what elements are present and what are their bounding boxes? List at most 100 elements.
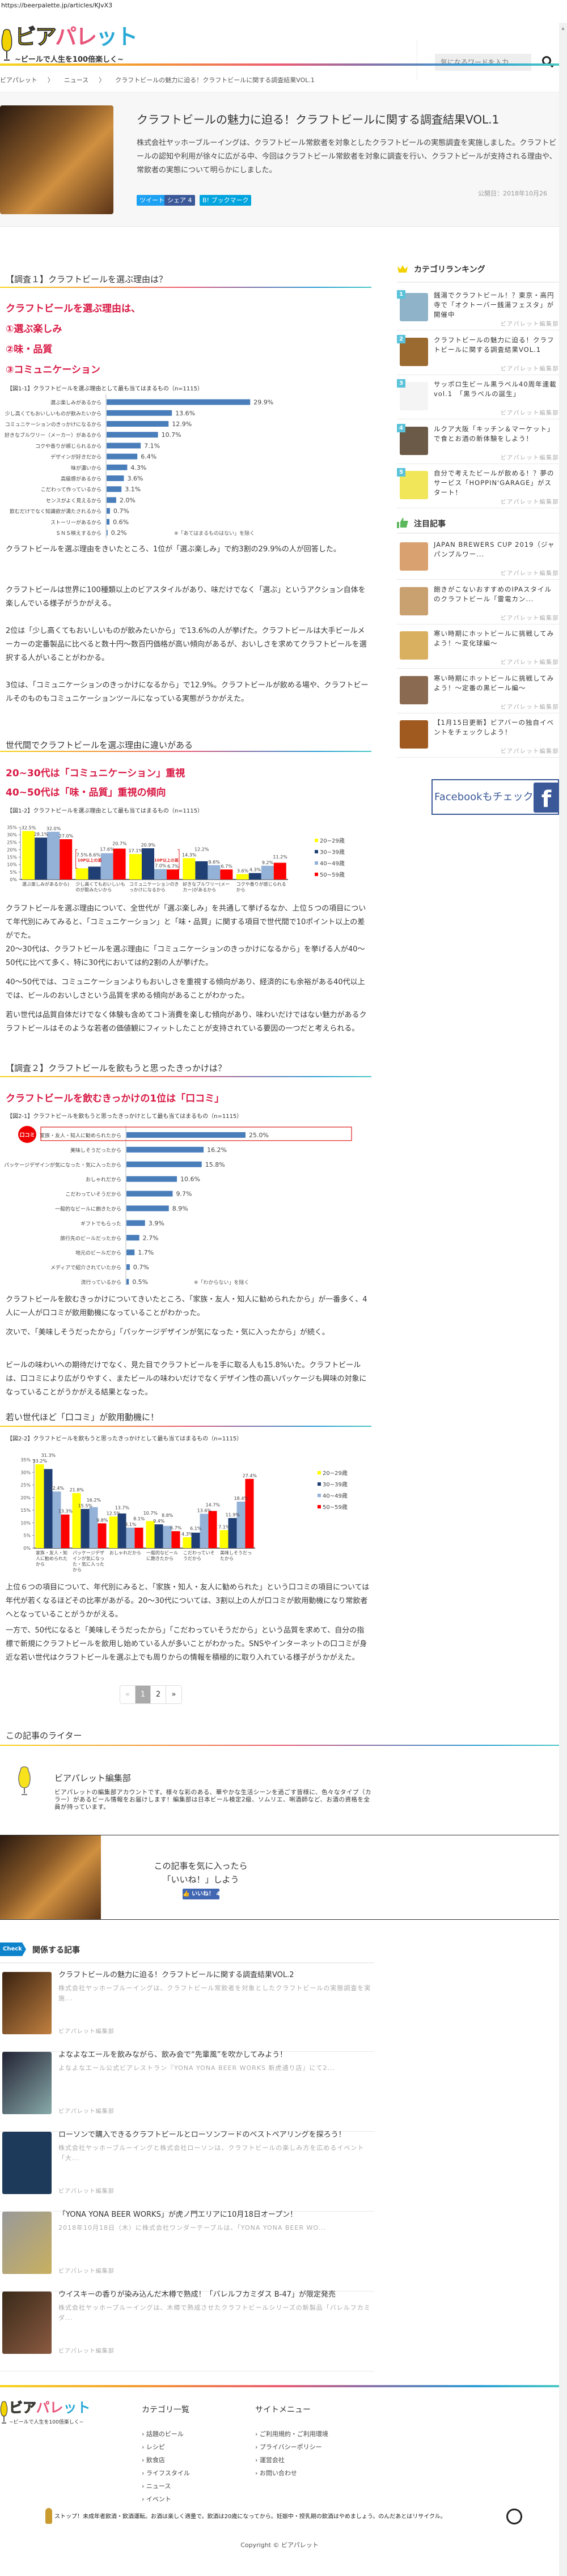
footer-logo[interactable]: ビアパレット ~ビールで人生を100倍楽しく~ (0, 2399, 113, 2428)
article-title-link[interactable]: 寒い時期にホットビールに挑戦してみよう！～定番の黒ビール編～ (434, 674, 555, 692)
featured-item[interactable]: 【1月15日更新】ビアバーの独自イベントをチェックしよう！ ビアパレット編集部 (397, 713, 559, 758)
article-title-link[interactable]: ルクア大阪「キッチン＆マーケット」で食とお酒の新体験をしよう！ (434, 424, 555, 443)
bar-value-label: 22.4% (50, 1486, 65, 1491)
heading-underline (0, 1426, 371, 1427)
bar-value-label: 12.5% (107, 1511, 121, 1516)
hatena-bookmark-button[interactable]: B! ブックマーク (200, 195, 252, 206)
search-input[interactable] (435, 54, 531, 71)
ranking-item[interactable]: 2 クラフトビールの魅力に迫る！クラフトビールに関する調査結果VOL.1 ビアパレッ… (397, 331, 559, 375)
footer-link[interactable]: › 運営会社 (255, 2456, 285, 2464)
article-title-link[interactable]: 銭湯でクラフトビール！？東京・高円寺で「オクトーバー銭湯フェスタ」が開催中 (434, 291, 555, 318)
related-article-title[interactable]: ローソンで購入できるクラフトビールとローソンフードのベストペアリングを探ろう！ 株… (58, 2129, 373, 2163)
related-article-title[interactable]: ウイスキーの香りが染み込んだ木樽で熟成！「バレルフカミダス B-47」が限定発売… (58, 2289, 373, 2323)
breadcrumb-home[interactable]: ビアパレット (0, 76, 37, 84)
related-article[interactable]: ウイスキーの香りが染み込んだ木樽で熟成！「バレルフカミダス B-47」が限定発売… (0, 2289, 374, 2371)
bar (117, 1513, 126, 1548)
article-title-link[interactable]: 自分で考えたビールが飲める！？夢のサービス「HOPPIN'GARAGE」がスター… (434, 469, 555, 496)
article-thumbnail[interactable] (400, 631, 428, 660)
article-thumbnail[interactable] (400, 720, 428, 749)
footer-link[interactable]: › プライバシーポリシー (255, 2443, 322, 2451)
related-article[interactable]: クラフトビールの魅力に迫る！クラフトビールに関する調査結果VOL.2 株式会社ヤッ… (0, 1970, 374, 2052)
featured-item[interactable]: 飽きがこないおすすめのIPAスタイルのクラフトビール「雷電カン... ビアパレット… (397, 580, 559, 624)
author-avatar-icon[interactable] (18, 1765, 31, 1796)
article-title-link[interactable]: サッポロ生ビール黒ラベル40周年連載vol.1 「黒ラベルの誕生」 (434, 380, 557, 398)
featured-item[interactable]: JAPAN BREWERS CUP 2019（ジャパンブルワー... ビアパレット… (397, 535, 559, 580)
highlight-badge-label: 口コミ (19, 1132, 35, 1138)
author-bio: ビアパレットの編集部アカウントです。様々な彩のある、華やかな生活シーンを過ごす皆… (54, 1789, 372, 1810)
bar-value-label: 6.7% (170, 1525, 182, 1531)
bar-value-label: 11.2% (273, 855, 287, 860)
footer-link[interactable]: › イベント (142, 2496, 171, 2503)
ranking-item[interactable]: 4 ルクア大阪「キッチン＆マーケット」で食とお酒の新体験をしよう！ ビアパレット編集… (397, 420, 559, 464)
article-thumbnail[interactable] (400, 542, 428, 571)
related-article[interactable]: 「YONA YONA BEER WORKS」が虎ノ門エリアに10月18日オープン… (0, 2209, 374, 2292)
drinking-warning: ストップ！未成年者飲酒・飲酒運転。お酒は楽しく適量で。飲酒は20歳になってから。… (54, 2514, 446, 2520)
ranking-item[interactable]: 3 サッポロ生ビール黒ラベル40周年連載vol.1 「黒ラベルの誕生」 ビアパレット… (397, 375, 559, 419)
featured-item[interactable]: 寒い時期にホットビールに挑戦してみよう！～変化球編～ ビアパレット編集部 (397, 624, 559, 669)
tweet-button[interactable]: ツイート (137, 195, 167, 206)
bar-value-label: 9.7% (176, 1191, 192, 1198)
bar (107, 508, 110, 514)
bar-value-label: 10.7% (143, 1511, 158, 1516)
x-category-label: 一般的なビールに飽きたから (146, 1550, 178, 1561)
bar-value-label: 33.2% (33, 1459, 48, 1464)
footer-link[interactable]: › ニュース (142, 2483, 171, 2490)
related-article[interactable]: ローソンで購入できるクラフトビールとローソンフードのベストペアリングを探ろう！ 株… (0, 2129, 374, 2212)
article-author: ビアパレット編集部 (500, 321, 559, 328)
footer-link[interactable]: › レシピ (142, 2443, 165, 2451)
x-category-label-line: コミュニケーションのき (129, 882, 179, 887)
pagination-page-2[interactable]: 2 (151, 1686, 166, 1703)
article-title-link[interactable]: 寒い時期にホットビールに挑戦してみよう！～変化球編～ (434, 630, 555, 647)
bar-value-label: 13.6% (175, 410, 195, 417)
article-thumbnail[interactable] (400, 586, 428, 615)
scrollbar[interactable]: ▲ (559, 23, 567, 2576)
article-title-link[interactable]: JAPAN BREWERS CUP 2019（ジャパンブルワー... (434, 541, 555, 558)
article-title-link[interactable]: 飽きがこないおすすめのIPAスタイルのクラフトビール「雷電カン... (434, 585, 552, 603)
site-logo[interactable]: ビアパレット ~ビールで人生を100倍楽しく~ (1, 24, 171, 64)
author-name[interactable]: ビアパレット編集部 (54, 1773, 131, 1783)
y-tick-label: 20% (7, 847, 17, 852)
facebook-like-button[interactable]: 👍 いいね！ 4 (183, 1889, 220, 1899)
x-category-label-line: おしゃれだから (109, 1550, 141, 1555)
article-title-link[interactable]: クラフトビールの魅力に迫る！クラフトビールに関する調査結果VOL.1 (434, 335, 555, 354)
bar (44, 1469, 53, 1548)
related-article[interactable]: よなよなエールを飲みながら、飲み会で“先輩風”を吹かしてみよう！ よなよなエール公… (0, 2050, 374, 2132)
ranking-item[interactable]: 1 銭湯でクラフトビール！？東京・高円寺で「オクトーバー銭湯フェスタ」が開催中 ビア… (397, 286, 559, 330)
footer-link[interactable]: › 飲食店 (142, 2456, 165, 2464)
related-thumbnail[interactable] (2, 2212, 52, 2274)
related-article-title[interactable]: クラフトビールの魅力に迫る！クラフトビールに関する調査結果VOL.2 株式会社ヤッ… (58, 1970, 373, 2004)
related-article-title[interactable]: よなよなエールを飲みながら、飲み会で“先輩風”を吹かしてみよう！ よなよなエール公… (58, 2050, 373, 2073)
featured-item[interactable]: 寒い時期にホットビールに挑戦してみよう！～定番の黒ビール編～ ビアパレット編集部 (397, 669, 559, 713)
footer-link[interactable]: › お問い合わせ (255, 2469, 297, 2477)
facebook-share-button[interactable]: シェア 4 (164, 195, 195, 206)
pagination-prev[interactable]: « (120, 1686, 136, 1703)
related-thumbnail[interactable] (2, 2052, 52, 2114)
y-tick-label: 5% (10, 870, 17, 875)
breadcrumb-news[interactable]: ニュース (64, 76, 89, 84)
bar-value-label: 31.3% (41, 1453, 56, 1458)
facebook-banner[interactable]: Facebookもチェック f (431, 779, 559, 815)
footer-link[interactable]: › ライフスタイル (142, 2469, 190, 2477)
related-thumbnail[interactable] (2, 1972, 52, 2034)
footer-link[interactable]: › 話題のビール (142, 2430, 184, 2438)
footer-logo-tagline: ~ビールで人生を100倍楽しく~ (9, 2420, 84, 2425)
search-icon[interactable] (541, 56, 554, 68)
article-title-link[interactable]: 【1月15日更新】ビアバーの独自イベントをチェックしよう！ (434, 719, 554, 736)
stop-hand-icon (45, 2508, 52, 2524)
bar-value-label: 16.2% (87, 1498, 101, 1503)
article-thumbnail[interactable] (400, 675, 428, 704)
scroll-up-icon[interactable]: ▲ (561, 26, 565, 31)
footer-link[interactable]: › ご利用規約・ご利用環境 (255, 2430, 328, 2438)
url-bar[interactable]: https://beerpalette.jp/articles/KJvX3 (1, 2, 113, 9)
pagination-next[interactable]: » (171, 1690, 176, 1699)
ranking-item[interactable]: 5 自分で考えたビールが飲める！？夢のサービス「HOPPIN'GARAGE」がスタ… (397, 464, 559, 508)
bar-label: 美味しそうだったから (70, 1147, 121, 1154)
related-article-title[interactable]: 「YONA YONA BEER WORKS」が虎ノ門エリアに10月18日オープン… (58, 2209, 373, 2233)
related-thumbnail[interactable] (2, 2132, 52, 2194)
related-thumbnail[interactable] (2, 2292, 52, 2354)
bar (126, 1146, 204, 1153)
pagination-page-1[interactable]: 1 (136, 1686, 151, 1703)
bar-label: ギフトでもらった (81, 1221, 121, 1227)
bar (154, 869, 167, 879)
bar (52, 1491, 61, 1548)
